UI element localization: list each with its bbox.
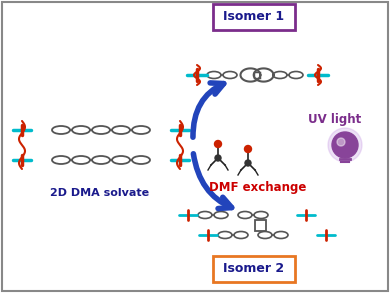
Circle shape	[337, 138, 345, 146]
FancyBboxPatch shape	[213, 4, 295, 30]
Text: Isomer 1: Isomer 1	[223, 11, 285, 23]
Circle shape	[215, 155, 221, 161]
Circle shape	[328, 128, 362, 162]
Bar	[254, 72, 260, 78]
Text: 2D DMA solvate: 2D DMA solvate	[50, 188, 149, 198]
Bar	[255, 219, 266, 231]
Circle shape	[245, 160, 251, 166]
Text: Isomer 2: Isomer 2	[223, 263, 285, 275]
Text: DMF exchange: DMF exchange	[209, 181, 307, 194]
Circle shape	[215, 141, 222, 147]
FancyBboxPatch shape	[2, 2, 388, 291]
Circle shape	[245, 146, 252, 152]
Circle shape	[332, 132, 358, 158]
Text: UV light: UV light	[308, 113, 361, 127]
FancyBboxPatch shape	[213, 256, 295, 282]
